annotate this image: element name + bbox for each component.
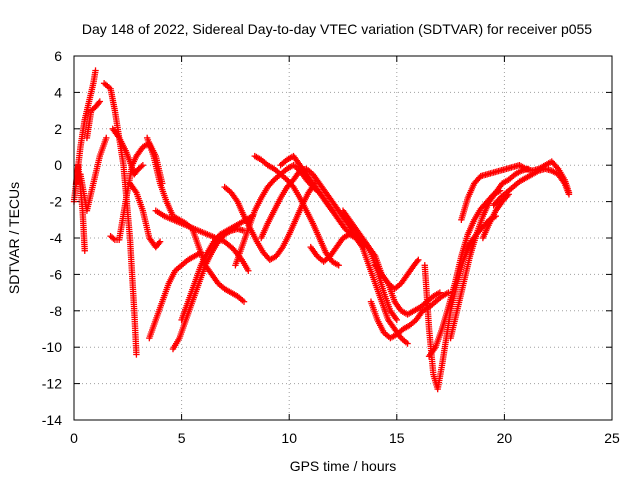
y-tick-label: -4: [50, 230, 63, 246]
data-point: [133, 351, 140, 358]
data-point: [505, 191, 512, 198]
data-point: [269, 178, 277, 185]
x-ticks: 0 5 10 15 20 25: [70, 56, 620, 446]
x-tick-label: 20: [497, 430, 513, 446]
data-point: [81, 247, 88, 254]
data-point: [139, 162, 147, 169]
y-tick-label: -2: [50, 194, 63, 210]
y-tick-label: 6: [54, 48, 62, 64]
data-point: [445, 289, 452, 296]
chart-title: Day 148 of 2022, Sidereal Day-to-day VTE…: [82, 21, 592, 37]
x-axis-label: GPS time / hours: [290, 458, 397, 474]
y-tick-label: -6: [50, 266, 63, 282]
data-point: [495, 196, 503, 203]
y-tick-label: -12: [42, 376, 62, 392]
data-points: [70, 67, 573, 393]
data-point: [414, 258, 421, 265]
data-point: [404, 340, 411, 347]
x-tick-label: 15: [389, 430, 405, 446]
data-point: [553, 164, 561, 171]
data-point: [335, 262, 342, 269]
y-tick-label: 2: [54, 121, 62, 137]
x-tick-label: 5: [178, 430, 186, 446]
data-point: [197, 249, 205, 256]
y-tick-label: -8: [50, 303, 63, 319]
data-point: [415, 256, 422, 264]
x-tick-label: 0: [70, 430, 78, 446]
data-point: [95, 99, 102, 107]
data-point: [96, 98, 104, 105]
data-point: [240, 298, 248, 305]
data-point: [110, 235, 117, 242]
x-tick-label: 25: [604, 430, 620, 446]
data-point: [156, 238, 164, 245]
plot-frame: [73, 55, 613, 421]
data-point: [92, 67, 99, 74]
y-tick-label: -14: [42, 412, 62, 428]
data-point: [245, 267, 252, 274]
y-tick-label: 0: [54, 157, 62, 173]
data-point: [393, 316, 400, 324]
y-tick-label: 4: [54, 84, 62, 100]
data-point: [103, 134, 110, 142]
y-axis-label: SDTVAR / TECUs: [6, 182, 22, 294]
y-tick-label: -10: [42, 339, 62, 355]
data-point: [565, 191, 573, 198]
data-point: [504, 192, 511, 199]
data-point: [138, 163, 145, 170]
x-tick-label: 10: [281, 430, 297, 446]
y-ticks: 6 4 2 0 -2 -4 -6 -8 -10 -12 -14: [42, 48, 612, 428]
data-point: [155, 239, 163, 247]
